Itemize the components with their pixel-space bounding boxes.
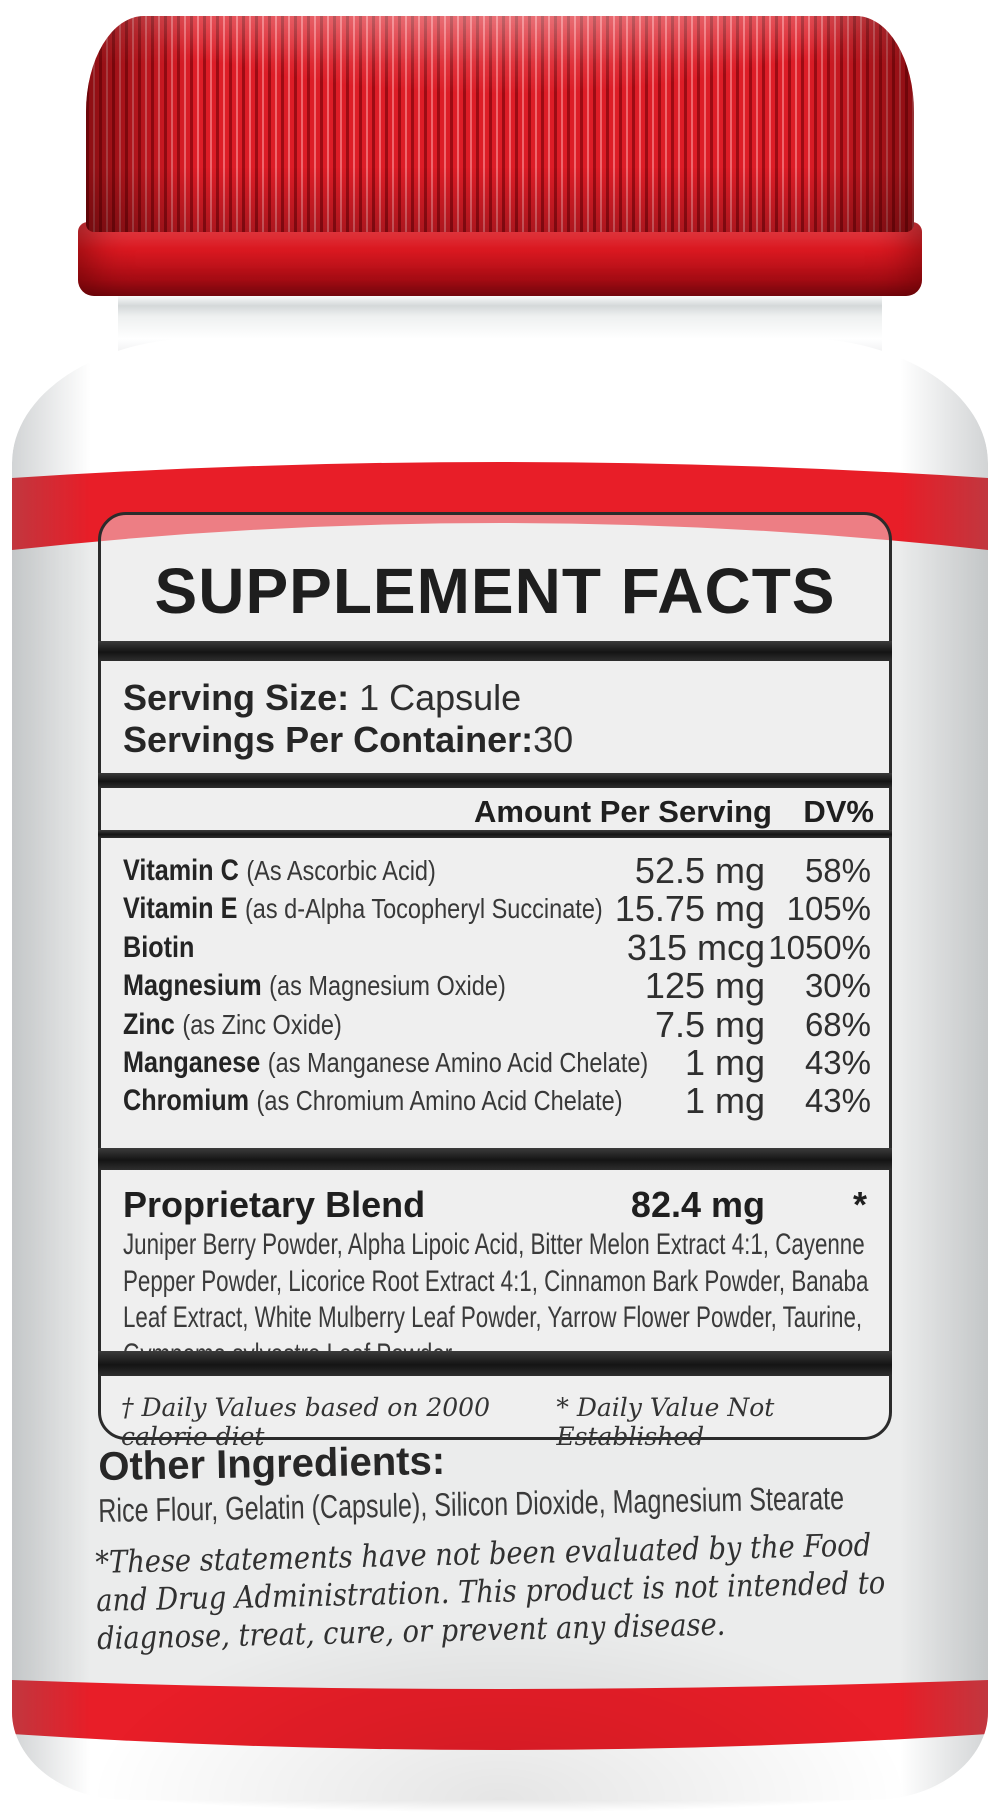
nutrient-name: Vitamin E — [123, 892, 238, 925]
serving-size-value: 1 Capsule — [359, 677, 522, 718]
label-artwork — [12, 462, 988, 1750]
nutrient-detail: (As Ascorbic Acid) — [246, 855, 436, 886]
nutrient-amount: 7.5 mg — [654, 1004, 765, 1045]
column-header-row: Amount Per Serving DV% — [101, 794, 889, 832]
nutrient-name: Vitamin C — [123, 854, 239, 887]
nutrient-row: Chromium (as Chromium Amino Acid Chelate)… — [101, 1081, 889, 1121]
nutrient-dv: 30% — [804, 967, 871, 1004]
nutrient-detail: (as Zinc Oxide) — [182, 1009, 342, 1040]
nutrient-amount: 125 mg — [644, 965, 765, 1006]
nutrient-dv: 58% — [804, 852, 871, 889]
nutrient-dv: 43% — [804, 1082, 871, 1119]
nutrient-row: Magnesium (as Magnesium Oxide) 125 mg 30% — [101, 966, 889, 1006]
other-ingredients-heading: Other Ingredients: — [98, 1438, 446, 1489]
nutrient-amount: 315 mcg — [626, 927, 765, 968]
fda-disclaimer-text: *These statements have not been evaluate… — [95, 1527, 886, 1657]
amount-per-serving-header: Amount Per Serving — [474, 794, 772, 829]
nutrient-row: Manganese (as Manganese Amino Acid Chelat… — [101, 1043, 889, 1083]
divider-bar-serving — [98, 773, 892, 788]
nutrient-amount: 1 mg — [684, 1080, 765, 1121]
nutrient-row: Zinc (as Zinc Oxide) 7.5 mg 68% — [101, 1005, 889, 1045]
nutrient-detail: (as Chromium Amino Acid Chelate) — [256, 1085, 623, 1116]
dv-header: DV% — [803, 794, 874, 829]
nutrient-detail: (as Manganese Amino Acid Chelate) — [267, 1047, 649, 1078]
nutrient-amount: 52.5 mg — [634, 850, 765, 891]
nutrient-amount: 1 mg — [684, 1042, 765, 1083]
nutrient-name: Biotin — [123, 931, 195, 964]
nutrient-dv: 1050% — [768, 929, 871, 966]
divider-bar-nutrients — [98, 1148, 892, 1170]
divider-rule-header — [98, 830, 892, 838]
blend-dv-asterisk: * — [852, 1184, 867, 1225]
footnote-row: † Daily Values based on 2000 calorie die… — [121, 1393, 869, 1451]
blend-name: Proprietary Blend — [123, 1184, 426, 1225]
divider-bar-blend — [98, 1351, 892, 1376]
nutrient-detail: (as d-Alpha Tocopheryl Succinate) — [244, 893, 603, 924]
servings-per-container-row: Servings Per Container:30 — [123, 719, 573, 761]
nutrient-amount: 15.75 mg — [614, 888, 765, 929]
blend-amount: 82.4 mg — [630, 1184, 765, 1225]
nutrient-name: Magnesium — [123, 969, 262, 1002]
divider-bar-title — [98, 641, 892, 661]
servings-value: 30 — [533, 719, 574, 760]
bottle-cap — [86, 16, 914, 232]
footnote-daily-values: † Daily Values based on 2000 calorie die… — [121, 1393, 490, 1451]
serving-size-row: Serving Size: 1 Capsule — [123, 677, 521, 719]
nutrient-row: Biotin 315 mcg 1050% — [101, 928, 889, 968]
label-stripe-top — [12, 462, 988, 550]
label-background — [12, 521, 988, 1693]
nutrient-name: Chromium — [123, 1084, 249, 1117]
cap-shine-highlight — [86, 16, 914, 232]
nutrient-dv: 43% — [804, 1044, 871, 1081]
footnote-not-established: * Daily Value Not Established — [556, 1393, 775, 1451]
supplement-facts-panel: SUPPLEMENT FACTS Serving Size: 1 Capsule… — [98, 512, 892, 1451]
nutrient-dv: 68% — [804, 1006, 871, 1043]
nutrient-row: Vitamin C (As Ascorbic Acid) 52.5 mg 58% — [101, 851, 889, 891]
servings-label: Servings Per Container: — [123, 719, 534, 760]
cap-lower-band — [78, 222, 922, 296]
nutrient-detail: (as Magnesium Oxide) — [269, 970, 506, 1001]
serving-size-label: Serving Size: — [123, 677, 350, 718]
label-stripe-bottom — [12, 1680, 988, 1750]
nutrient-dv: 105% — [786, 890, 871, 927]
nutrient-row: Vitamin E (as d-Alpha Tocopheryl Succinat… — [101, 889, 889, 929]
proprietary-blend-row: Proprietary Blend 82.4 mg * — [101, 1183, 889, 1227]
nutrient-name: Zinc — [123, 1008, 175, 1041]
nutrient-name: Manganese — [123, 1046, 261, 1079]
panel-title: SUPPLEMENT FACTS — [154, 555, 836, 627]
